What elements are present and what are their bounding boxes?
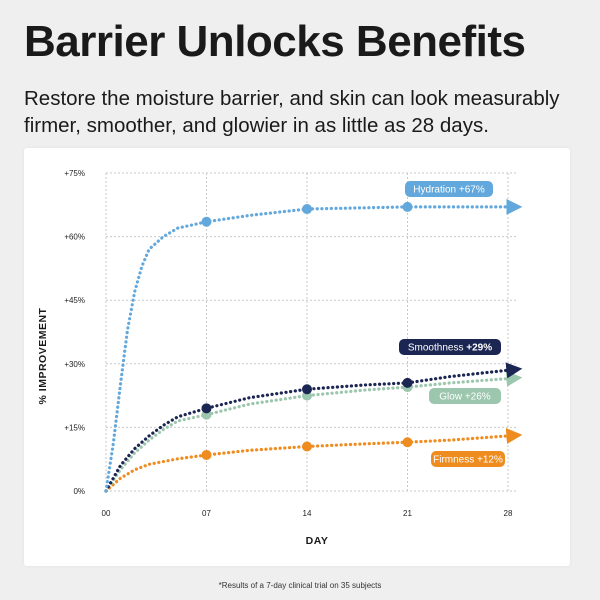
series-label-pill-hydration [405,181,493,197]
data-point-firmness [201,449,212,460]
series-label-pill-smoothness [399,339,501,355]
x-tick-label: 07 [202,509,211,518]
series-label-firmness: Firmness +12% [433,455,503,466]
data-point-hydration [201,216,212,227]
series-line-firmness [104,428,523,493]
y-tick-label: +75% [64,169,85,178]
data-point-hydration [402,201,413,212]
page-subtitle: Restore the moisture barrier, and skin c… [24,87,560,137]
series-line-hydration [104,198,523,493]
y-tick-label: +60% [64,233,85,242]
x-tick-label: 14 [303,509,312,518]
x-axis-title: DAY [306,535,329,547]
x-tick-label: 28 [504,509,513,518]
series-label-pill-firmness [431,451,505,467]
data-point-firmness [402,437,413,448]
y-axis-title: % IMPROVEMENT [37,307,49,404]
data-point-smoothness [201,403,212,414]
data-point-hydration [302,204,312,215]
y-tick-label: 0% [73,487,85,496]
series-label-glow: Glow +26% [439,392,491,403]
footnote: *Results of a 7-day clinical trial on 35… [218,581,382,590]
line-chart: 0% +15% +30% +45% +60% +75% 00 07 14 21 28 DAY % IMP… [37,169,523,547]
series-label-smoothness: Smoothness +29% [408,343,492,354]
data-point-firmness [302,441,312,452]
y-tick-label: +30% [64,360,85,369]
page-title: Barrier Unlocks Benefits [24,17,526,66]
chart-card: 0% +15% +30% +45% +60% +75% 00 07 14 21 28 DAY % IMP… [24,148,570,566]
data-point-smoothness [402,377,413,388]
data-point-smoothness [302,384,312,395]
x-tick-label: 21 [403,509,412,518]
y-tick-label: +45% [64,296,85,305]
y-tick-label: +15% [64,423,85,432]
x-tick-label: 00 [102,509,111,518]
series-label-hydration: Hydration +67% [413,185,485,196]
series-label-pill-glow [429,388,501,404]
